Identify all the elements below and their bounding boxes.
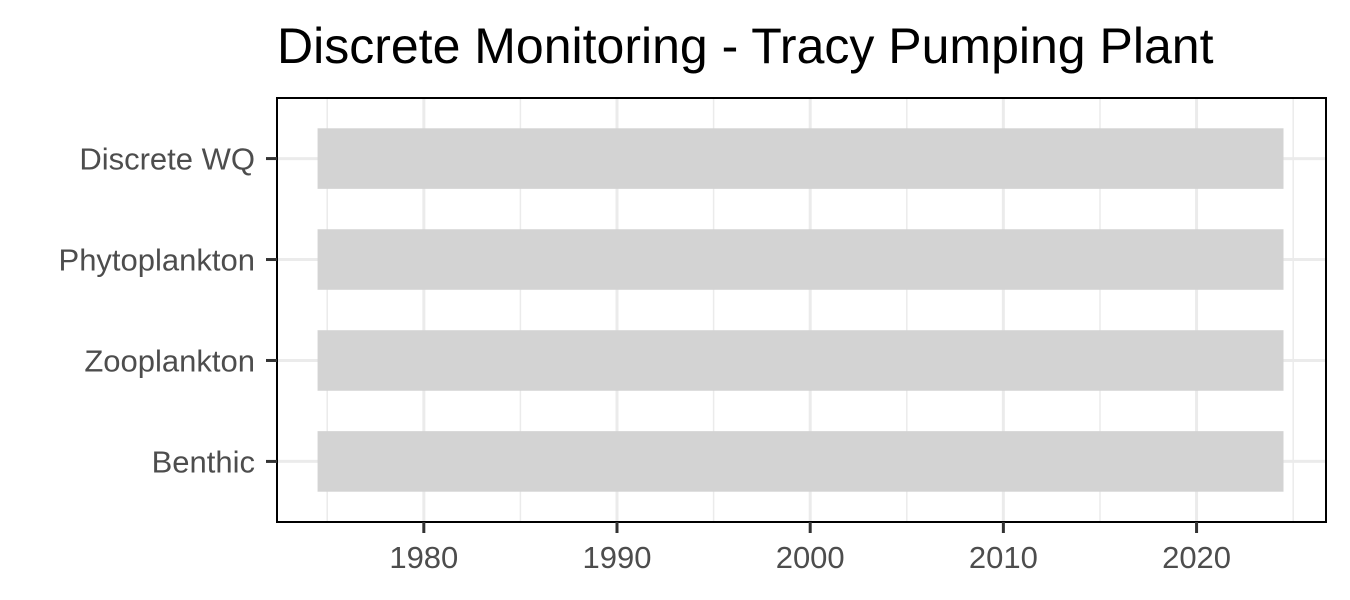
- y-axis: Discrete WQ Phytoplankton Zooplankton Benth…: [59, 142, 277, 479]
- y-tick-label: Discrete WQ: [79, 142, 255, 177]
- x-tick-label: 2010: [969, 540, 1038, 575]
- bar-phytoplankton: [317, 229, 1284, 290]
- panel-border: [276, 97, 1327, 523]
- x-tick-label: 1990: [583, 540, 652, 575]
- y-tick-label: Benthic: [152, 444, 255, 479]
- bar-discrete-wq: [317, 128, 1284, 189]
- bar-benthic: [317, 431, 1284, 492]
- x-tick-label: 2000: [776, 540, 845, 575]
- chart-title: Discrete Monitoring - Tracy Pumping Plan…: [277, 18, 1214, 74]
- y-tick-label: Phytoplankton: [59, 243, 255, 278]
- y-tick-label: Zooplankton: [84, 343, 255, 378]
- x-axis: 1980 1990 2000 2010 2020: [389, 522, 1231, 575]
- x-tick-label: 2020: [1162, 540, 1231, 575]
- bar-zooplankton: [317, 330, 1284, 391]
- x-tick-label: 1980: [389, 540, 458, 575]
- bars: [317, 128, 1284, 492]
